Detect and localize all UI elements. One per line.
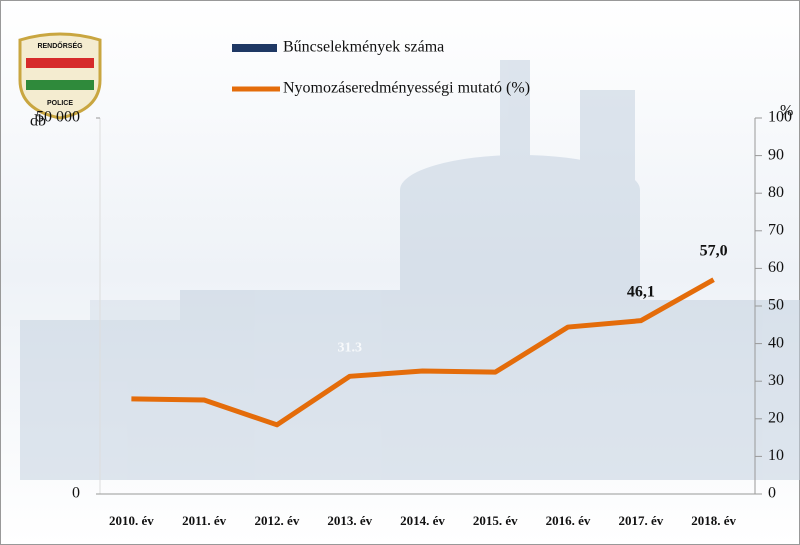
- y-tick-label: 50 000: [36, 109, 80, 126]
- chart: RENDŐRSÉG POLICE db % 050 00001020304050…: [0, 0, 800, 545]
- y2-tick-label: 90: [768, 146, 784, 163]
- y2-tick-label: 30: [768, 372, 784, 389]
- logo-bottom: POLICE: [47, 100, 73, 107]
- y2-tick-label: 80: [768, 184, 784, 201]
- legend-label: Bűncselekmények száma: [283, 39, 444, 56]
- data-label: 57,0: [700, 242, 728, 259]
- data-label: 31.3: [337, 341, 362, 356]
- y2-tick-label: 0: [768, 485, 776, 502]
- y2-tick-label: 40: [768, 334, 784, 351]
- legend-swatch: [232, 44, 277, 52]
- y2-tick-label: 100: [768, 109, 792, 126]
- y-tick-label: 0: [72, 485, 80, 502]
- y2-tick-label: 10: [768, 447, 784, 464]
- y2-tick-label: 20: [768, 409, 784, 426]
- page: {"logo": {"top": "RENDŐRSÉG", "bottom": …: [0, 0, 800, 545]
- y2-tick-label: 70: [768, 221, 784, 238]
- x-tick-label: 2010. év: [109, 513, 154, 528]
- legend-label: Nyomozáseredményességi mutató (%): [283, 80, 530, 97]
- x-tick-label: 2016. év: [546, 513, 591, 528]
- y2-tick-label: 50: [768, 297, 784, 314]
- y2-tick-label: 60: [768, 259, 784, 276]
- x-tick-label: 2013. év: [327, 513, 372, 528]
- x-tick-label: 2015. év: [473, 513, 518, 528]
- logo: RENDŐRSÉG POLICE: [20, 34, 100, 118]
- x-tick-label: 2011. év: [182, 513, 227, 528]
- x-tick-label: 2012. év: [255, 513, 300, 528]
- logo-top: RENDŐRSÉG: [37, 41, 83, 50]
- x-tick-label: 2017. év: [618, 513, 663, 528]
- data-label: 46,1: [627, 283, 655, 300]
- x-tick-label: 2018. év: [691, 513, 736, 528]
- x-tick-label: 2014. év: [400, 513, 445, 528]
